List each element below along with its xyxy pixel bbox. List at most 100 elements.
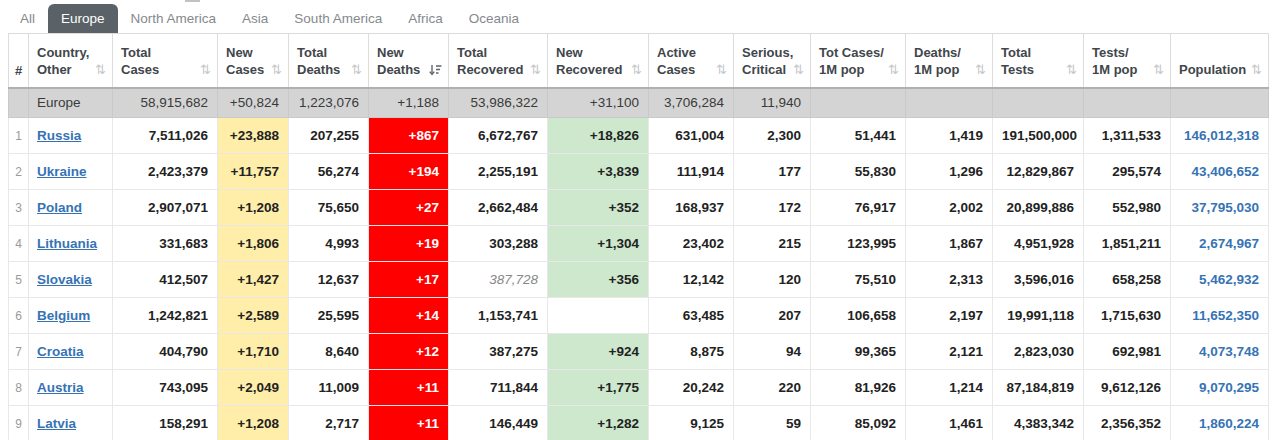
- tests-1m-cell: 658,258: [1084, 262, 1171, 298]
- population-cell: [1171, 88, 1269, 118]
- serious-critical-cell: 215: [734, 226, 811, 262]
- tot-cases-1m-cell: [811, 88, 906, 118]
- col-header-new-recovered[interactable]: NewRecovered⇅: [548, 34, 649, 88]
- country-link[interactable]: Lithuania: [37, 236, 97, 251]
- table-row: 3Poland2,907,071+1,20875,650+272,662,484…: [9, 190, 1269, 226]
- tab-north-america[interactable]: North America: [118, 4, 230, 33]
- total-cases-cell: 743,095: [113, 370, 218, 406]
- deaths-1m-cell: 1,867: [906, 226, 993, 262]
- total-cases-cell: 331,683: [113, 226, 218, 262]
- sort-icon[interactable]: ⇅: [200, 61, 211, 78]
- country-link[interactable]: Belgium: [37, 308, 90, 323]
- population-link[interactable]: 11,652,350: [1192, 308, 1259, 323]
- sort-icon[interactable]: ⇅: [888, 61, 899, 78]
- tab-europe[interactable]: Europe: [48, 4, 118, 33]
- sort-icon[interactable]: ⇅: [975, 61, 986, 78]
- col-header-total-tests[interactable]: TotalTests⇅: [993, 34, 1084, 88]
- tests-1m-cell: 295,574: [1084, 154, 1171, 190]
- country-cell: Slovakia: [29, 262, 113, 298]
- rank-cell: 1: [9, 118, 29, 154]
- rank-cell: 9: [9, 406, 29, 440]
- new-recovered-cell: +3,839: [548, 154, 649, 190]
- country-cell: Russia: [29, 118, 113, 154]
- population-cell: 2,674,967: [1171, 226, 1269, 262]
- active-cases-cell: 111,914: [649, 154, 734, 190]
- total-tests-cell: 4,383,342: [993, 406, 1084, 440]
- new-deaths-cell: +867: [369, 118, 449, 154]
- col-header-new-deaths[interactable]: NewDeaths: [369, 34, 449, 88]
- total-deaths-cell: 56,274: [289, 154, 369, 190]
- total-tests-cell: 20,899,886: [993, 190, 1084, 226]
- new-cases-cell: +11,757: [218, 154, 289, 190]
- country-link[interactable]: Croatia: [37, 344, 84, 359]
- population-link[interactable]: 1,860,224: [1199, 416, 1259, 431]
- population-link[interactable]: 37,795,030: [1191, 200, 1259, 215]
- sort-icon[interactable]: ⇅: [631, 61, 642, 78]
- col-header-active-cases[interactable]: ActiveCases⇅: [649, 34, 734, 88]
- tab-africa[interactable]: Africa: [395, 4, 456, 33]
- population-cell: 9,070,295: [1171, 370, 1269, 406]
- population-link[interactable]: 43,406,652: [1191, 164, 1259, 179]
- sort-icon[interactable]: ⇅: [716, 61, 727, 78]
- total-recovered-cell: 2,662,484: [449, 190, 548, 226]
- col-header-total-cases[interactable]: TotalCases⇅: [113, 34, 218, 88]
- total-recovered-cell: 387,728: [449, 262, 548, 298]
- rank-cell: 7: [9, 334, 29, 370]
- col-header-total-recovered[interactable]: TotalRecovered⇅: [449, 34, 548, 88]
- tab-all[interactable]: All: [7, 4, 48, 33]
- sort-icon[interactable]: ⇅: [1251, 61, 1262, 78]
- col-header-population[interactable]: Population⇅: [1171, 34, 1269, 88]
- sort-icon[interactable]: ⇅: [1153, 61, 1164, 78]
- sort-icon[interactable]: ⇅: [271, 61, 282, 78]
- new-recovered-cell: +1,282: [548, 406, 649, 440]
- country-link[interactable]: Latvia: [37, 416, 76, 431]
- population-link[interactable]: 2,674,967: [1199, 236, 1259, 251]
- sort-icon[interactable]: ⇅: [1066, 61, 1077, 78]
- col-header-tests-1m-pop[interactable]: Tests/1M pop⇅: [1084, 34, 1171, 88]
- tab-south-america[interactable]: South America: [281, 4, 395, 33]
- tests-1m-cell: 9,612,126: [1084, 370, 1171, 406]
- col-header-tot-cases-1m-pop[interactable]: Tot Cases/1M pop⇅: [811, 34, 906, 88]
- table-row: 8Austria743,095+2,04911,009+11711,844+1,…: [9, 370, 1269, 406]
- tab-oceania[interactable]: Oceania: [456, 4, 532, 33]
- population-link[interactable]: 5,462,932: [1199, 272, 1259, 287]
- col-header-country-other[interactable]: Country,Other⇅: [29, 34, 113, 88]
- population-link[interactable]: 146,012,318: [1184, 128, 1259, 143]
- sort-desc-icon[interactable]: [429, 64, 442, 78]
- country-link[interactable]: Slovakia: [37, 272, 92, 287]
- total-tests-cell: 87,184,819: [993, 370, 1084, 406]
- population-link[interactable]: 9,070,295: [1199, 380, 1259, 395]
- country-link[interactable]: Poland: [37, 200, 82, 215]
- new-recovered-cell: +924: [548, 334, 649, 370]
- continent-tabs: AllEuropeNorth AmericaAsiaSouth AmericaA…: [0, 0, 1280, 33]
- total-deaths-cell: 207,255: [289, 118, 369, 154]
- population-cell: 1,860,224: [1171, 406, 1269, 440]
- active-cases-cell: 8,875: [649, 334, 734, 370]
- total-tests-cell: 19,991,118: [993, 298, 1084, 334]
- col-header-total-deaths[interactable]: TotalDeaths⇅: [289, 34, 369, 88]
- sort-icon[interactable]: ⇅: [95, 61, 106, 78]
- country-link[interactable]: Austria: [37, 380, 84, 395]
- col-header-deaths-1m-pop[interactable]: Deaths/1M pop⇅: [906, 34, 993, 88]
- tab-asia[interactable]: Asia: [229, 4, 281, 33]
- sort-icon[interactable]: ⇅: [351, 61, 362, 78]
- new-deaths-cell: +12: [369, 334, 449, 370]
- col-header-serious-critical[interactable]: Serious,Critical⇅: [734, 34, 811, 88]
- total-recovered-cell: 303,288: [449, 226, 548, 262]
- total-cases-cell: 1,242,821: [113, 298, 218, 334]
- new-recovered-cell: +31,100: [548, 88, 649, 118]
- tests-1m-cell: [1084, 88, 1171, 118]
- sort-icon[interactable]: ⇅: [530, 61, 541, 78]
- active-cases-cell: 63,485: [649, 298, 734, 334]
- serious-critical-cell: 177: [734, 154, 811, 190]
- new-recovered-cell: [548, 298, 649, 334]
- country-link[interactable]: Russia: [37, 128, 81, 143]
- population-link[interactable]: 4,073,748: [1199, 344, 1259, 359]
- serious-critical-cell: 220: [734, 370, 811, 406]
- col-header-new-cases[interactable]: NewCases⇅: [218, 34, 289, 88]
- deaths-1m-cell: 1,214: [906, 370, 993, 406]
- country-cell: Austria: [29, 370, 113, 406]
- total-tests-cell: 12,829,867: [993, 154, 1084, 190]
- sort-icon[interactable]: ⇅: [793, 61, 804, 78]
- country-link[interactable]: Ukraine: [37, 164, 87, 179]
